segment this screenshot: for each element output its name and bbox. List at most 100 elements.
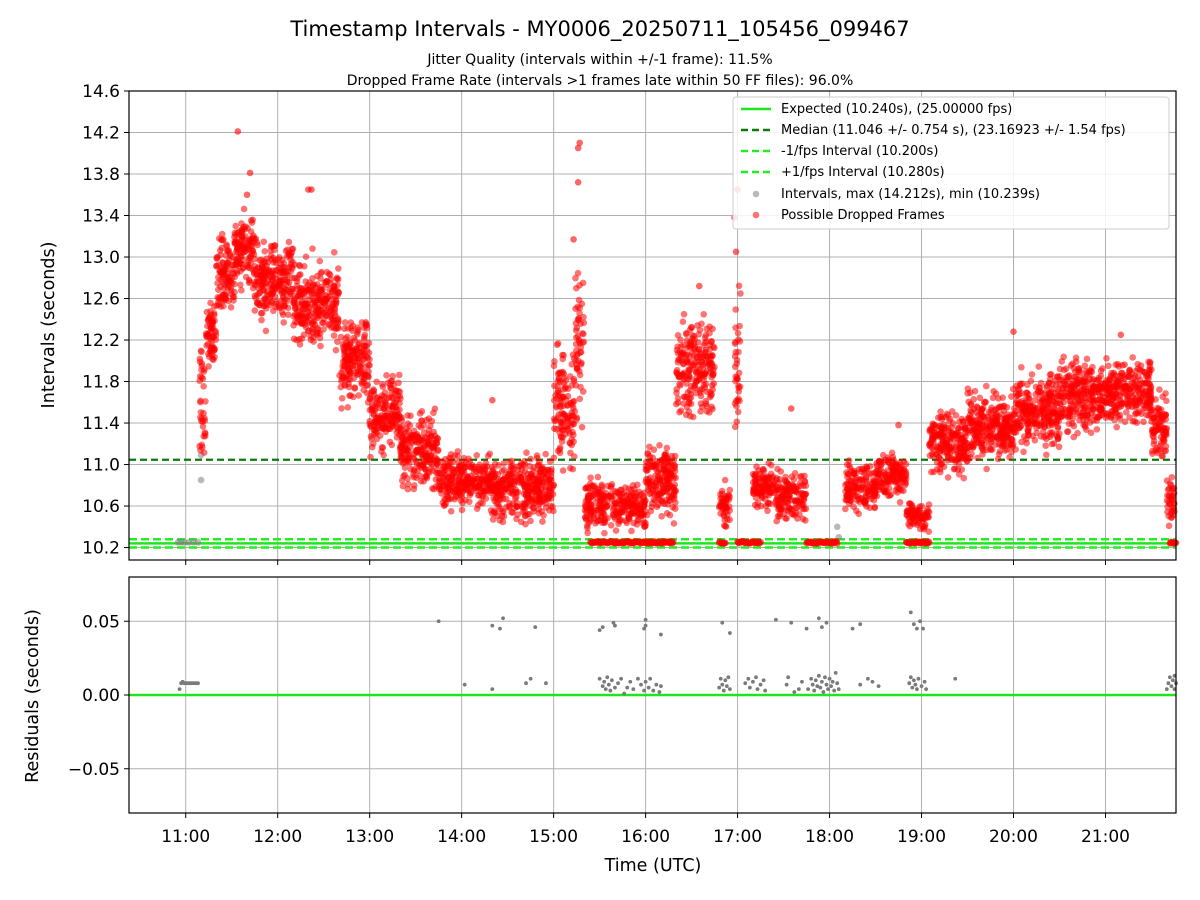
dropped-frame-point — [574, 316, 582, 323]
dropped-frame-point — [367, 453, 374, 461]
dropped-frame-point — [773, 474, 781, 482]
dropped-frame-point — [254, 298, 262, 306]
dropped-frame-point — [1068, 381, 1076, 388]
dropped-frame-point — [311, 299, 319, 306]
dropped-frame-point — [564, 402, 571, 409]
dropped-frame-point — [311, 321, 319, 328]
dropped-frame-point — [680, 349, 687, 357]
dropped-frame-point — [733, 356, 741, 364]
dropped-frame-point — [577, 348, 585, 356]
dropped-frame-point — [1079, 404, 1086, 412]
dropped-frame-point — [291, 261, 298, 268]
dropped-frame-point — [966, 411, 974, 419]
dropped-frame-point — [530, 467, 537, 474]
dropped-frame-point — [320, 309, 327, 317]
dropped-frame-point — [930, 468, 938, 476]
dropped-frame-point — [957, 444, 965, 452]
dropped-frame-point — [251, 255, 259, 263]
dropped-frame-point — [1078, 377, 1085, 385]
dropped-frame-point — [389, 372, 397, 380]
dropped-frame-point — [664, 488, 672, 496]
dropped-frame-point — [1150, 429, 1157, 436]
dropped-frame-point — [435, 477, 443, 485]
dropped-frame-point — [217, 236, 225, 244]
dropped-frame-point — [200, 449, 208, 456]
dropped-frame-point — [980, 447, 987, 454]
dropped-frame-point — [332, 346, 340, 354]
dropped-frame-point — [247, 242, 255, 249]
dropped-frame-point — [357, 367, 365, 375]
dropped-frame-point — [527, 517, 534, 525]
dropped-frame-point — [491, 460, 499, 468]
dropped-frame-point — [245, 276, 253, 284]
dropped-frame-point — [1037, 379, 1045, 387]
dropped-frame-point — [1105, 362, 1112, 370]
dropped-frame-point — [574, 269, 582, 277]
dropped-frame-point — [317, 342, 324, 350]
dropped-frame-point — [1164, 486, 1172, 494]
dropped-frame-point — [1140, 418, 1147, 426]
dropped-frame-point — [330, 248, 338, 256]
dropped-frame-point — [533, 452, 541, 459]
dropped-frame-point — [203, 308, 211, 316]
dropped-frame-point — [944, 474, 952, 481]
dropped-frame-point — [560, 410, 568, 418]
dropped-frame-point — [335, 265, 342, 272]
dropped-frame-point — [492, 470, 499, 478]
dropped-frame-point — [572, 381, 580, 389]
dropped-frame-point — [513, 489, 520, 496]
dropped-frame-point — [974, 433, 982, 441]
dropped-frame-point — [736, 383, 744, 390]
dropped-frame-point — [369, 406, 376, 414]
dropped-frame-point — [977, 440, 985, 447]
dropped-frame-point — [988, 446, 996, 453]
dropped-frame-point — [388, 422, 396, 430]
dropped-frame-point — [424, 440, 432, 448]
dropped-frame-point — [475, 481, 482, 489]
dropped-frame-point — [228, 290, 235, 298]
dropped-frame-point — [418, 437, 425, 444]
dropped-frame-point — [689, 413, 697, 421]
dropped-frame-point — [926, 440, 934, 447]
dropped-frame-point — [579, 388, 587, 395]
dropped-frame-point — [361, 331, 369, 339]
dropped-frame-point — [702, 331, 710, 339]
dropped-frame-point — [1062, 365, 1070, 372]
dropped-frame-point — [1090, 405, 1097, 412]
dropped-frame-point — [344, 333, 351, 341]
dropped-frame-point — [355, 392, 363, 399]
dropped-frame-point — [925, 501, 933, 508]
dropped-frame-point — [1057, 393, 1065, 401]
dropped-frame-point — [1018, 363, 1025, 371]
dropped-frame-point — [983, 465, 990, 473]
dropped-frame-point — [440, 463, 447, 470]
dropped-frame-point — [583, 483, 591, 491]
dropped-frame-point — [223, 241, 230, 248]
dropped-frame-point — [964, 390, 971, 397]
dropped-frame-point — [389, 395, 397, 403]
dropped-frame-point — [447, 495, 455, 503]
dropped-frame-point — [584, 524, 591, 532]
dropped-frame-point — [213, 262, 220, 270]
dropped-frame-point — [262, 327, 270, 335]
dropped-frame-point — [1112, 361, 1120, 368]
dropped-frame-point — [489, 516, 497, 523]
dropped-frame-point — [656, 476, 663, 484]
dropped-frame-point — [1011, 405, 1018, 412]
dropped-frame-point — [296, 335, 303, 343]
dropped-frame-point — [618, 505, 625, 513]
dropped-frame-point — [281, 303, 289, 310]
dropped-frame-point — [940, 424, 948, 431]
dropped-frame-point — [490, 484, 498, 491]
dropped-frame-point — [709, 371, 717, 379]
dropped-frame-point — [294, 312, 301, 320]
dropped-frame-point — [1112, 382, 1120, 389]
dropped-frame-point — [494, 490, 502, 497]
dropped-frame-point — [556, 446, 564, 453]
dropped-frame-point — [1135, 384, 1142, 392]
dropped-frame-point — [341, 362, 348, 370]
interval-point — [190, 539, 197, 546]
dropped-frame-point — [1069, 360, 1076, 367]
dropped-frame-point — [792, 509, 799, 517]
dropped-frame-point — [1054, 435, 1062, 442]
